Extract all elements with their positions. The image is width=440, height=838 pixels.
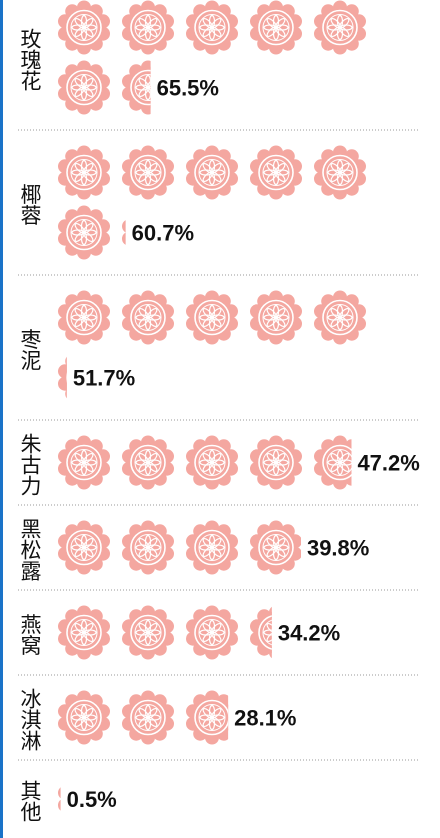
icon-shape bbox=[58, 206, 110, 260]
icon bbox=[186, 1, 238, 55]
category-label: 燕窝 bbox=[18, 614, 42, 656]
icon bbox=[122, 291, 174, 345]
icon bbox=[58, 691, 110, 745]
icon-shape bbox=[122, 1, 174, 55]
icon bbox=[122, 1, 174, 55]
icon bbox=[314, 146, 366, 200]
icon bbox=[58, 206, 110, 260]
icon bbox=[186, 691, 238, 745]
category-label: 朱古力 bbox=[18, 433, 42, 496]
category-label: 黑松露 bbox=[18, 518, 42, 581]
icon-shape bbox=[314, 1, 366, 55]
icon-shape bbox=[250, 436, 302, 490]
left-border bbox=[0, 0, 3, 838]
category-label: 椰蓉 bbox=[18, 184, 42, 226]
icon bbox=[186, 521, 238, 575]
icon-shape bbox=[314, 146, 366, 200]
icon bbox=[122, 436, 174, 490]
icon-shape bbox=[58, 521, 110, 575]
value-label: 60.7% bbox=[132, 220, 194, 245]
icon-shape bbox=[58, 1, 110, 55]
icon-shape bbox=[250, 1, 302, 55]
icon bbox=[122, 691, 174, 745]
icon bbox=[122, 146, 174, 200]
icon bbox=[186, 436, 238, 490]
icon-shape bbox=[314, 291, 366, 345]
value-label: 34.2% bbox=[278, 620, 340, 645]
icon-shape bbox=[58, 291, 110, 345]
value-label: 65.5% bbox=[157, 75, 219, 100]
icon bbox=[186, 291, 238, 345]
icon bbox=[314, 1, 366, 55]
icon-shape bbox=[58, 691, 110, 745]
category-label: 枣泥 bbox=[18, 329, 42, 371]
icon bbox=[186, 146, 238, 200]
icon-shape bbox=[250, 146, 302, 200]
icon-shape bbox=[186, 436, 238, 490]
icon-shape bbox=[186, 146, 238, 200]
value-label: 0.5% bbox=[67, 787, 117, 812]
icon bbox=[58, 436, 110, 490]
icon-shape bbox=[250, 291, 302, 345]
category-label: 其他 bbox=[18, 780, 42, 822]
icon bbox=[250, 291, 302, 345]
value-label: 51.7% bbox=[73, 365, 135, 390]
icon-shape bbox=[58, 606, 110, 660]
icon bbox=[250, 436, 302, 490]
icon-shape bbox=[122, 521, 174, 575]
icon-shape bbox=[58, 146, 110, 200]
icon-shape bbox=[122, 606, 174, 660]
icon bbox=[250, 521, 302, 575]
icon-shape bbox=[122, 291, 174, 345]
icon bbox=[122, 521, 174, 575]
icon bbox=[58, 146, 110, 200]
icon-shape bbox=[58, 61, 110, 115]
icon-shape bbox=[122, 146, 174, 200]
icon bbox=[186, 606, 238, 660]
icon-shape bbox=[122, 691, 174, 745]
icon bbox=[58, 606, 110, 660]
icon-shape bbox=[250, 521, 302, 575]
icon-shape bbox=[186, 291, 238, 345]
icon-shape bbox=[186, 691, 238, 745]
category-label: 玫瑰花 bbox=[18, 28, 42, 91]
category-label: 冰淇淋 bbox=[18, 688, 42, 751]
icon-shape bbox=[186, 606, 238, 660]
value-label: 28.1% bbox=[234, 705, 296, 730]
icon bbox=[314, 291, 366, 345]
icon bbox=[250, 146, 302, 200]
icon bbox=[58, 1, 110, 55]
value-label: 47.2% bbox=[357, 450, 419, 475]
icon-shape bbox=[186, 521, 238, 575]
icon bbox=[250, 1, 302, 55]
icon bbox=[58, 521, 110, 575]
chart: 玫瑰花 65.5% 椰蓉 60.7% 枣泥 51.7% 朱古力 47.2% 黑松露 39.8% 燕窝… bbox=[0, 0, 440, 838]
icon bbox=[122, 606, 174, 660]
icon bbox=[58, 61, 110, 115]
icon-shape bbox=[186, 1, 238, 55]
icon bbox=[58, 291, 110, 345]
icon-shape bbox=[122, 436, 174, 490]
value-label: 39.8% bbox=[307, 535, 369, 560]
icon-shape bbox=[58, 436, 110, 490]
